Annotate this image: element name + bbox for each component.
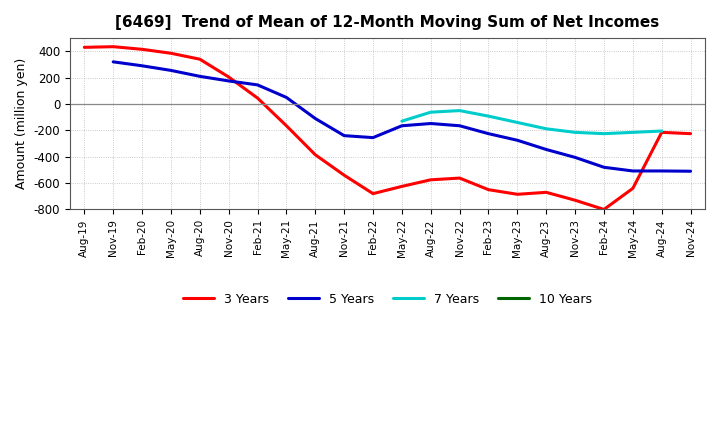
Y-axis label: Amount (million yen): Amount (million yen) <box>15 58 28 189</box>
Legend: 3 Years, 5 Years, 7 Years, 10 Years: 3 Years, 5 Years, 7 Years, 10 Years <box>178 288 597 311</box>
Title: [6469]  Trend of Mean of 12-Month Moving Sum of Net Incomes: [6469] Trend of Mean of 12-Month Moving … <box>115 15 660 30</box>
